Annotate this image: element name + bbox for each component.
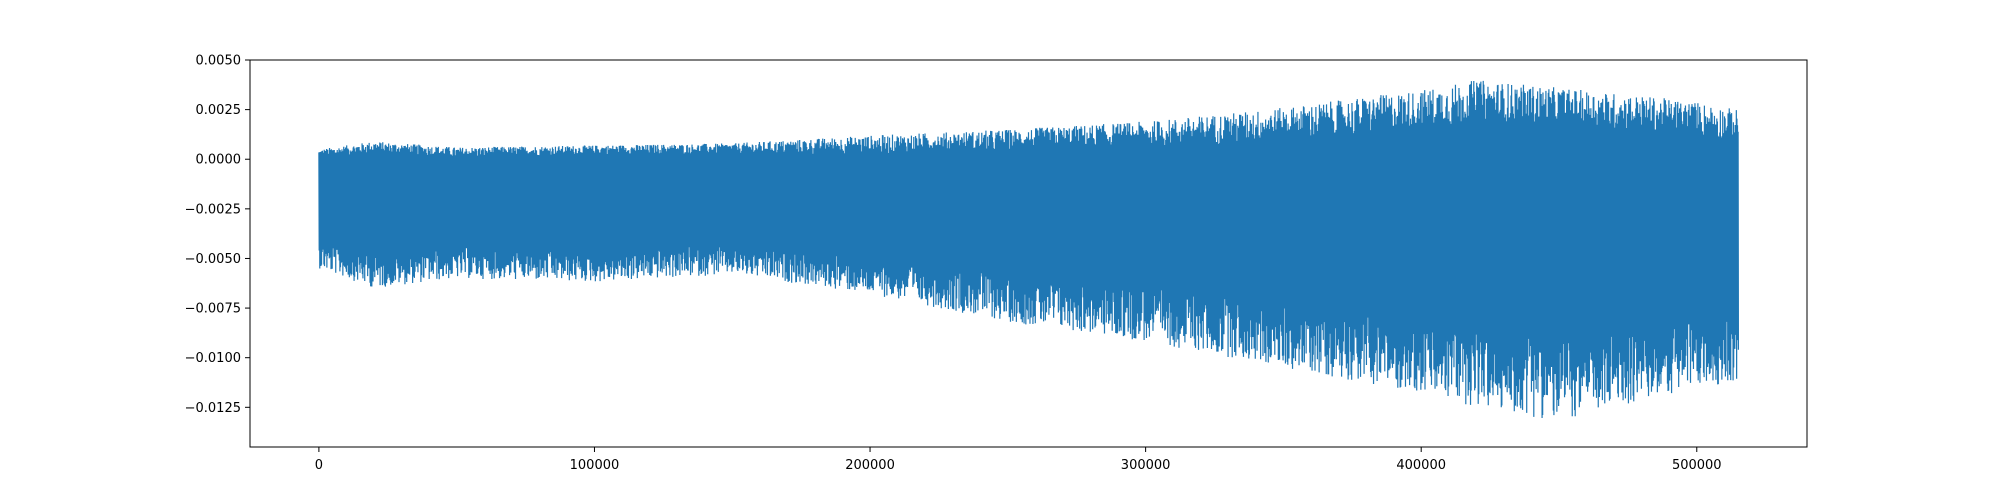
x-tick-label: 500000	[1672, 458, 1722, 473]
series-layer	[318, 80, 1740, 419]
axes-layer: 0 100000 200000 300000 400000 500000 0.0050 0.0…	[185, 54, 1722, 474]
y-tick-label: −0.0025	[185, 202, 241, 217]
y-tick-label: 0.0050	[196, 54, 242, 69]
x-tick-label: 300000	[1121, 458, 1171, 473]
y-tick-label: −0.0100	[185, 351, 241, 366]
y-tick-label: 0.0000	[196, 153, 242, 168]
x-tick-label: 0	[315, 458, 323, 473]
plot-frame	[249, 59, 1808, 448]
x-tick-label: 400000	[1396, 458, 1446, 473]
x-tick-label: 200000	[845, 458, 895, 473]
x-tick-label: 100000	[570, 458, 620, 473]
y-tick-label: −0.0050	[185, 252, 241, 267]
waveform-line	[318, 80, 1740, 419]
y-tick-label: −0.0075	[185, 302, 241, 317]
y-tick-label: 0.0025	[196, 103, 242, 118]
y-tick-label: −0.0125	[185, 401, 241, 416]
